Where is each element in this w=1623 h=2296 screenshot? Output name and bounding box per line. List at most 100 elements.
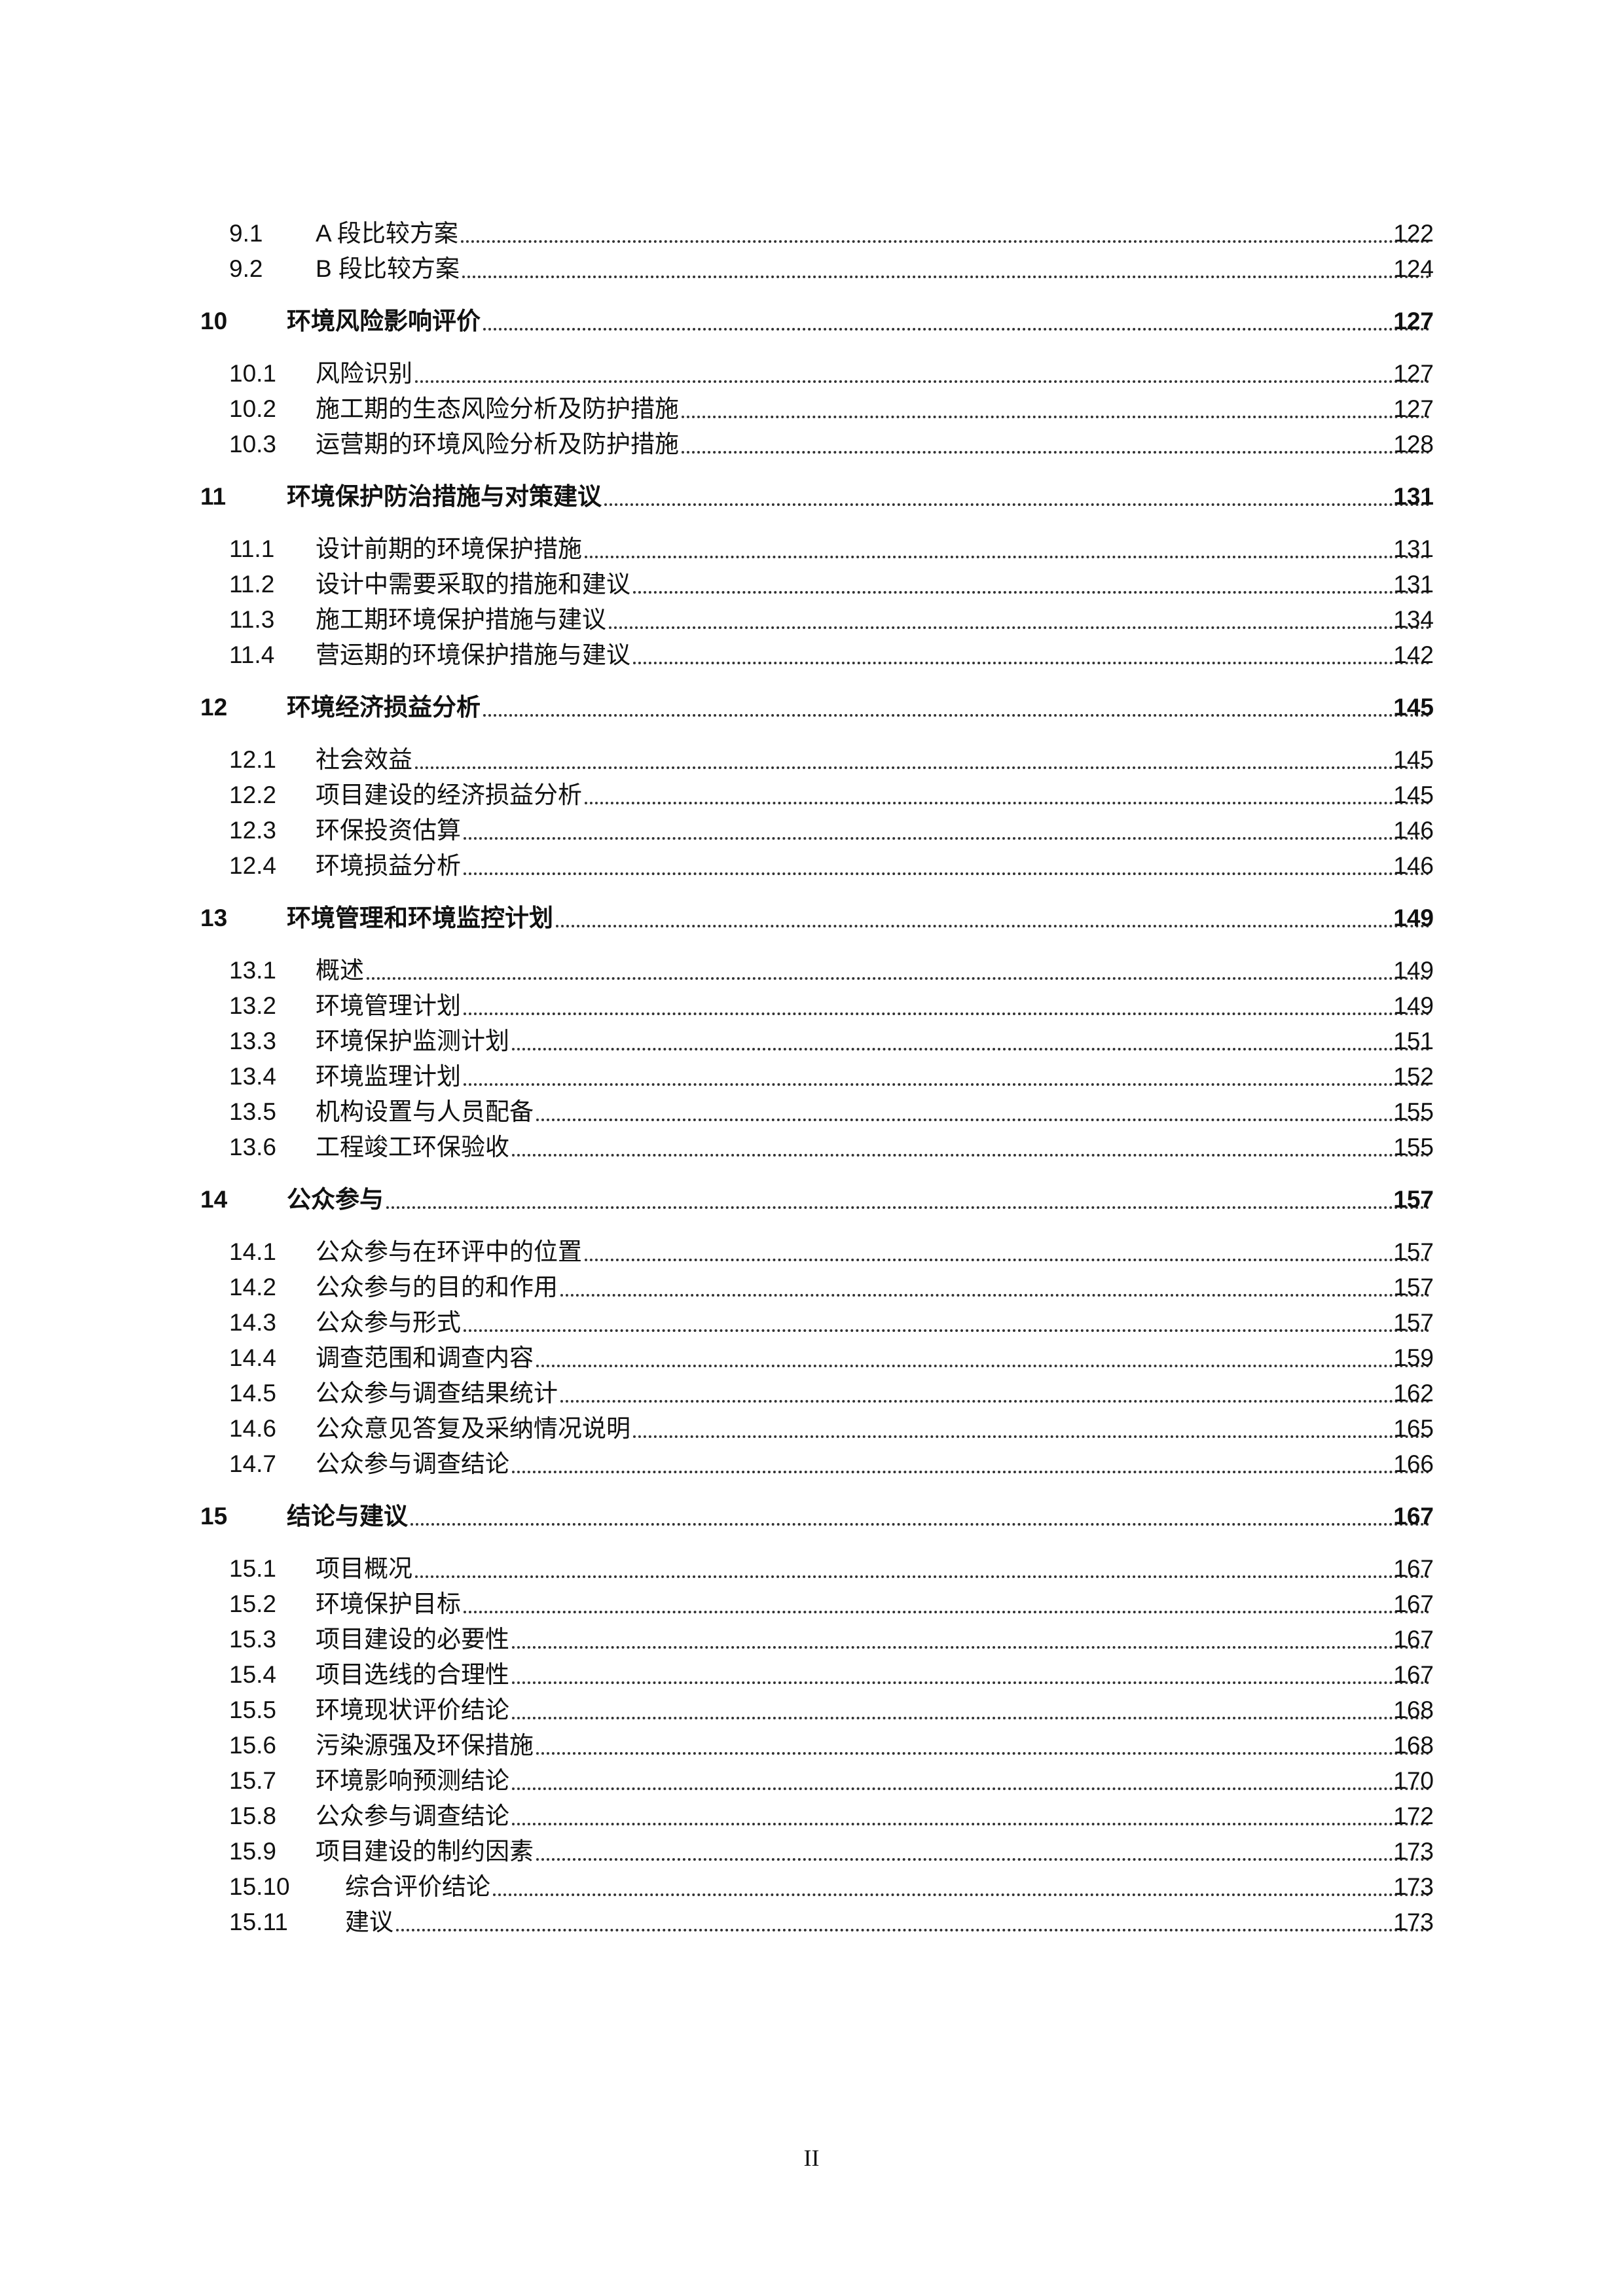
toc-entry-title-wrap: 项目建设的必要性 xyxy=(316,1622,1434,1657)
toc-entry-number: 13 xyxy=(200,905,228,931)
toc-section-entry[interactable]: 11.2 设计中需要采取的措施和建议 131 xyxy=(0,567,1623,602)
dot-leader xyxy=(415,1575,1430,1578)
toc-chapter-entry[interactable]: 14 公众参与 157 xyxy=(0,1182,1623,1217)
toc-section-entry[interactable]: 12.1 社会效益 145 xyxy=(0,742,1623,778)
toc-section-entry[interactable]: 14.7 公众参与调查结论 166 xyxy=(0,1446,1623,1482)
toc-entry-number: 11.3 xyxy=(229,606,275,633)
toc-entry-title-wrap: 公众意见答复及采纳情况说明 xyxy=(316,1411,1434,1446)
toc-entry-number: 13.3 xyxy=(229,1028,277,1054)
toc-section-entry[interactable]: 15.1 项目概况 167 xyxy=(0,1551,1623,1587)
toc-chapter-entry[interactable]: 12 环境经济损益分析 145 xyxy=(0,690,1623,725)
dot-leader xyxy=(460,240,1430,243)
toc-entry-page: 131 xyxy=(1393,535,1434,562)
toc-section-entry[interactable]: 15.4 项目选线的合理性 167 xyxy=(0,1657,1623,1693)
toc-section-entry[interactable]: 15.3 项目建设的必要性 167 xyxy=(0,1622,1623,1657)
toc-section-entry[interactable]: 9.1 A 段比较方案 122 xyxy=(0,216,1623,251)
toc-chapter-entry[interactable]: 11 环境保护防治措施与对策建议 131 xyxy=(0,479,1623,514)
toc-entry-page: 157 xyxy=(1393,1238,1434,1265)
toc-section-entry[interactable]: 12.4 环境损益分析 146 xyxy=(0,848,1623,884)
dot-leader xyxy=(585,556,1430,558)
toc-entry-title: 公众参与在环评中的位置 xyxy=(316,1238,582,1265)
dot-leader xyxy=(682,451,1430,454)
toc-section-entry[interactable]: 14.3 公众参与形式 157 xyxy=(0,1305,1623,1340)
toc-entry-page: 165 xyxy=(1393,1415,1434,1442)
toc-entry-title: 环境管理计划 xyxy=(316,992,461,1019)
toc-section-entry[interactable]: 13.6 工程竣工环保验收 155 xyxy=(0,1130,1623,1165)
toc-entry-title: 工程竣工环保验收 xyxy=(316,1134,509,1160)
toc-entry-page: 157 xyxy=(1393,1309,1434,1336)
toc-entry-title-wrap: 环境保护监测计划 xyxy=(316,1024,1434,1059)
dot-leader xyxy=(512,1717,1430,1719)
toc-chapter-entry[interactable]: 15 结论与建议 167 xyxy=(0,1499,1623,1534)
toc-chapter-entry[interactable]: 10 环境风险影响评价 127 xyxy=(0,304,1623,339)
toc-entry-number: 15.4 xyxy=(229,1661,277,1688)
toc-entry-title-wrap: 环境保护防治措施与对策建议 xyxy=(287,479,1434,514)
toc-section-entry[interactable]: 15.9 项目建设的制约因素 173 xyxy=(0,1834,1623,1869)
toc-entry-page: 159 xyxy=(1393,1344,1434,1371)
dot-leader xyxy=(560,1294,1430,1297)
toc-entry-page: 149 xyxy=(1393,905,1434,931)
toc-section-entry[interactable]: 15.8 公众参与调查结论 172 xyxy=(0,1799,1623,1834)
dot-leader xyxy=(536,1119,1430,1121)
dot-leader xyxy=(483,714,1430,717)
toc-entry-title: 项目建设的经济损益分析 xyxy=(316,781,582,808)
toc-entry-title: 公众参与形式 xyxy=(316,1309,461,1336)
toc-entry-number: 15.8 xyxy=(229,1803,277,1829)
toc-entry-number: 13.4 xyxy=(229,1063,277,1090)
toc-section-entry[interactable]: 10.3 运营期的环境风险分析及防护措施 128 xyxy=(0,427,1623,462)
toc-entry-title-wrap: 项目建设的经济损益分析 xyxy=(316,778,1434,813)
toc-entry-page: 131 xyxy=(1393,571,1434,598)
dot-leader xyxy=(464,1083,1430,1086)
toc-section-entry[interactable]: 13.4 环境监理计划 152 xyxy=(0,1059,1623,1094)
dot-leader xyxy=(410,1523,1430,1526)
toc-section-entry[interactable]: 14.6 公众意见答复及采纳情况说明 165 xyxy=(0,1411,1623,1446)
toc-section-entry[interactable]: 15.2 环境保护目标 167 xyxy=(0,1587,1623,1622)
page-number: II xyxy=(803,2145,820,2171)
toc-section-entry[interactable]: 11.1 设计前期的环境保护措施 131 xyxy=(0,531,1623,567)
toc-entry-number: 10 xyxy=(200,308,228,334)
toc-entry-page: 172 xyxy=(1393,1803,1434,1829)
dot-leader xyxy=(512,1048,1430,1050)
dot-leader xyxy=(483,328,1430,331)
toc-entry-number: 14 xyxy=(200,1186,228,1213)
toc-section-entry[interactable]: 13.1 概述 149 xyxy=(0,953,1623,988)
toc-section-entry[interactable]: 15.7 环境影响预测结论 170 xyxy=(0,1763,1623,1799)
toc-entry-number: 12.1 xyxy=(229,746,277,773)
toc-section-entry[interactable]: 14.4 调查范围和调查内容 159 xyxy=(0,1340,1623,1376)
toc-section-entry[interactable]: 10.2 施工期的生态风险分析及防护措施 127 xyxy=(0,391,1623,427)
toc-entry-title: 营运期的环境保护措施与建议 xyxy=(316,641,630,668)
dot-leader xyxy=(462,276,1430,278)
toc-section-entry[interactable]: 14.2 公众参与的目的和作用 157 xyxy=(0,1270,1623,1305)
toc-section-entry[interactable]: 13.3 环境保护监测计划 151 xyxy=(0,1024,1623,1059)
toc-section-entry[interactable]: 14.5 公众参与调查结果统计 162 xyxy=(0,1376,1623,1411)
toc-entry-title-wrap: 营运期的环境保护措施与建议 xyxy=(316,637,1434,673)
toc-section-entry[interactable]: 9.2 B 段比较方案 124 xyxy=(0,251,1623,287)
toc-section-entry[interactable]: 10.1 风险识别 127 xyxy=(0,356,1623,391)
toc-section-entry[interactable]: 15.11 建议 173 xyxy=(0,1905,1623,1940)
toc-entry-page: 146 xyxy=(1393,817,1434,844)
toc-entry-title-wrap: 社会效益 xyxy=(316,742,1434,778)
toc-entry-title-wrap: 公众参与的目的和作用 xyxy=(316,1270,1434,1305)
toc-section-entry[interactable]: 15.10 综合评价结论 173 xyxy=(0,1869,1623,1905)
toc-entry-number: 12 xyxy=(200,694,228,721)
toc-section-entry[interactable]: 14.1 公众参与在环评中的位置 157 xyxy=(0,1234,1623,1270)
dot-leader xyxy=(396,1929,1430,1931)
toc-section-entry[interactable]: 13.5 机构设置与人员配备 155 xyxy=(0,1094,1623,1130)
toc-section-entry[interactable]: 15.6 污染源强及环保措施 168 xyxy=(0,1728,1623,1763)
toc-section-entry[interactable]: 12.3 环保投资估算 146 xyxy=(0,813,1623,848)
toc-entry-number: 15.3 xyxy=(229,1626,277,1653)
toc-entry-page: 157 xyxy=(1393,1186,1434,1213)
toc-section-entry[interactable]: 11.4 营运期的环境保护措施与建议 142 xyxy=(0,637,1623,673)
toc-chapter-entry[interactable]: 13 环境管理和环境监控计划 149 xyxy=(0,901,1623,936)
toc-section-entry[interactable]: 15.5 环境现状评价结论 168 xyxy=(0,1693,1623,1728)
toc-entry-title-wrap: 公众参与调查结论 xyxy=(316,1799,1434,1834)
toc-entry-page: 134 xyxy=(1393,606,1434,633)
toc-entry-page: 142 xyxy=(1393,641,1434,668)
toc-entry-number: 15.6 xyxy=(229,1732,277,1759)
toc-section-entry[interactable]: 11.3 施工期环境保护措施与建议 134 xyxy=(0,602,1623,637)
dot-leader xyxy=(536,1752,1430,1755)
toc-section-entry[interactable]: 12.2 项目建设的经济损益分析 145 xyxy=(0,778,1623,813)
toc-entry-page: 155 xyxy=(1393,1098,1434,1125)
toc-entry-title-wrap: 运营期的环境风险分析及防护措施 xyxy=(316,427,1434,462)
toc-section-entry[interactable]: 13.2 环境管理计划 149 xyxy=(0,988,1623,1024)
